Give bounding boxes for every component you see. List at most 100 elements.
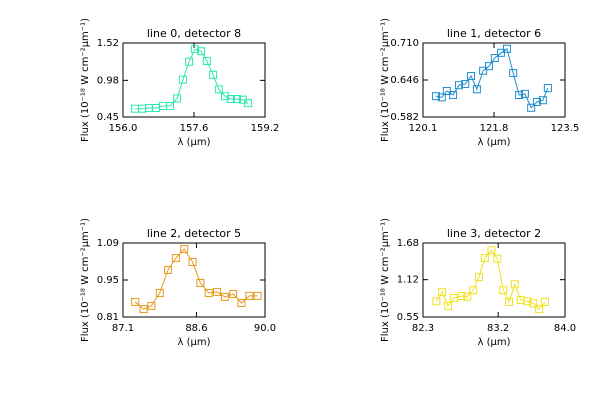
data-marker <box>190 45 199 54</box>
data-marker <box>469 286 478 295</box>
data-marker <box>131 297 140 306</box>
data-marker <box>202 56 211 65</box>
x-axis-label: λ (µm) <box>477 337 510 348</box>
data-marker <box>442 86 451 95</box>
data-marker <box>214 85 223 94</box>
data-marker <box>490 54 499 63</box>
data-marker <box>204 288 213 297</box>
data-marker <box>523 297 532 306</box>
data-marker <box>166 101 175 110</box>
data-line <box>435 249 546 310</box>
data-marker <box>515 91 524 100</box>
y-tick-label: 0.55 <box>397 312 419 323</box>
data-marker <box>505 297 514 306</box>
data-marker <box>467 71 476 80</box>
x-tick-label: 123.5 <box>551 123 580 134</box>
data-marker <box>431 92 440 101</box>
data-line <box>134 248 258 310</box>
x-axis-label: λ (µm) <box>477 137 510 148</box>
data-marker <box>535 305 544 314</box>
data-marker <box>245 291 254 300</box>
data-marker <box>509 69 518 78</box>
data-marker <box>147 301 156 310</box>
data-marker <box>538 96 547 105</box>
x-tick-label: 87.1 <box>112 323 134 334</box>
y-tick-label: 1.12 <box>397 275 419 286</box>
data-marker <box>253 291 262 300</box>
data-marker <box>444 301 453 310</box>
data-line <box>435 47 549 109</box>
data-marker <box>457 292 466 301</box>
y-axis-label: Flux (10⁻¹⁸ W cm⁻²µm⁻¹) <box>380 18 391 142</box>
x-tick-label: 159.2 <box>251 123 280 134</box>
x-tick-label: 82.3 <box>412 323 434 334</box>
x-tick-label: 157.6 <box>180 123 209 134</box>
y-axis-label: Flux (10⁻¹⁸ W cm⁻²µm⁻¹) <box>80 18 91 142</box>
x-tick-label: 121.8 <box>480 123 509 134</box>
data-line <box>134 48 249 110</box>
data-marker <box>164 265 173 274</box>
x-axis-label: λ (µm) <box>177 337 210 348</box>
x-axis-label: λ (µm) <box>177 137 210 148</box>
data-marker <box>493 254 502 263</box>
y-tick-label: 1.09 <box>97 238 119 249</box>
data-marker <box>502 44 511 53</box>
data-marker <box>180 245 189 254</box>
data-marker <box>520 89 529 98</box>
data-marker <box>474 273 483 282</box>
panel-title: line 1, detector 6 <box>447 27 541 40</box>
y-tick-label: 1.68 <box>397 238 419 249</box>
data-marker <box>454 81 463 90</box>
data-marker <box>244 99 253 108</box>
data-marker <box>543 84 552 93</box>
data-marker <box>463 292 472 301</box>
data-marker <box>510 280 519 289</box>
y-tick-label: 0.646 <box>390 75 419 86</box>
panel-title: line 3, detector 2 <box>447 227 541 240</box>
data-marker <box>480 254 489 263</box>
data-marker <box>233 95 242 104</box>
data-marker <box>449 294 458 303</box>
data-marker <box>196 278 205 287</box>
data-marker <box>220 292 229 301</box>
y-tick-label: 0.81 <box>97 312 119 323</box>
data-marker <box>472 85 481 94</box>
data-marker <box>533 97 542 106</box>
panel-title: line 0, detector 8 <box>147 27 241 40</box>
x-tick-label: 83.2 <box>487 323 509 334</box>
data-marker <box>188 258 197 267</box>
data-marker <box>209 70 218 79</box>
data-marker <box>484 62 493 71</box>
data-marker <box>139 305 148 314</box>
y-axis-label: Flux (10⁻¹⁸ W cm⁻²µm⁻¹) <box>380 218 391 342</box>
data-marker <box>171 254 180 263</box>
data-marker <box>197 47 206 56</box>
data-marker <box>213 287 222 296</box>
x-tick-label: 90.0 <box>254 323 276 334</box>
data-marker <box>155 288 164 297</box>
x-tick-label: 88.6 <box>185 323 207 334</box>
data-marker <box>461 80 470 89</box>
y-tick-label: 0.582 <box>390 112 419 123</box>
data-marker <box>540 297 549 306</box>
data-marker <box>432 297 441 306</box>
plot-frame <box>122 42 266 118</box>
data-marker <box>437 93 446 102</box>
data-marker <box>226 95 235 104</box>
y-tick-label: 0.45 <box>97 112 119 123</box>
data-marker <box>178 75 187 84</box>
data-marker <box>497 48 506 57</box>
data-marker <box>185 57 194 66</box>
data-marker <box>229 290 238 299</box>
data-marker <box>479 66 488 75</box>
x-tick-label: 84.0 <box>554 323 576 334</box>
y-tick-label: 0.710 <box>390 38 419 49</box>
y-tick-label: 0.98 <box>97 75 119 86</box>
data-marker <box>438 288 447 297</box>
data-marker <box>499 286 508 295</box>
x-tick-label: 120.1 <box>409 123 438 134</box>
data-marker <box>487 246 496 255</box>
data-marker <box>173 94 182 103</box>
x-tick-label: 156.0 <box>109 123 138 134</box>
